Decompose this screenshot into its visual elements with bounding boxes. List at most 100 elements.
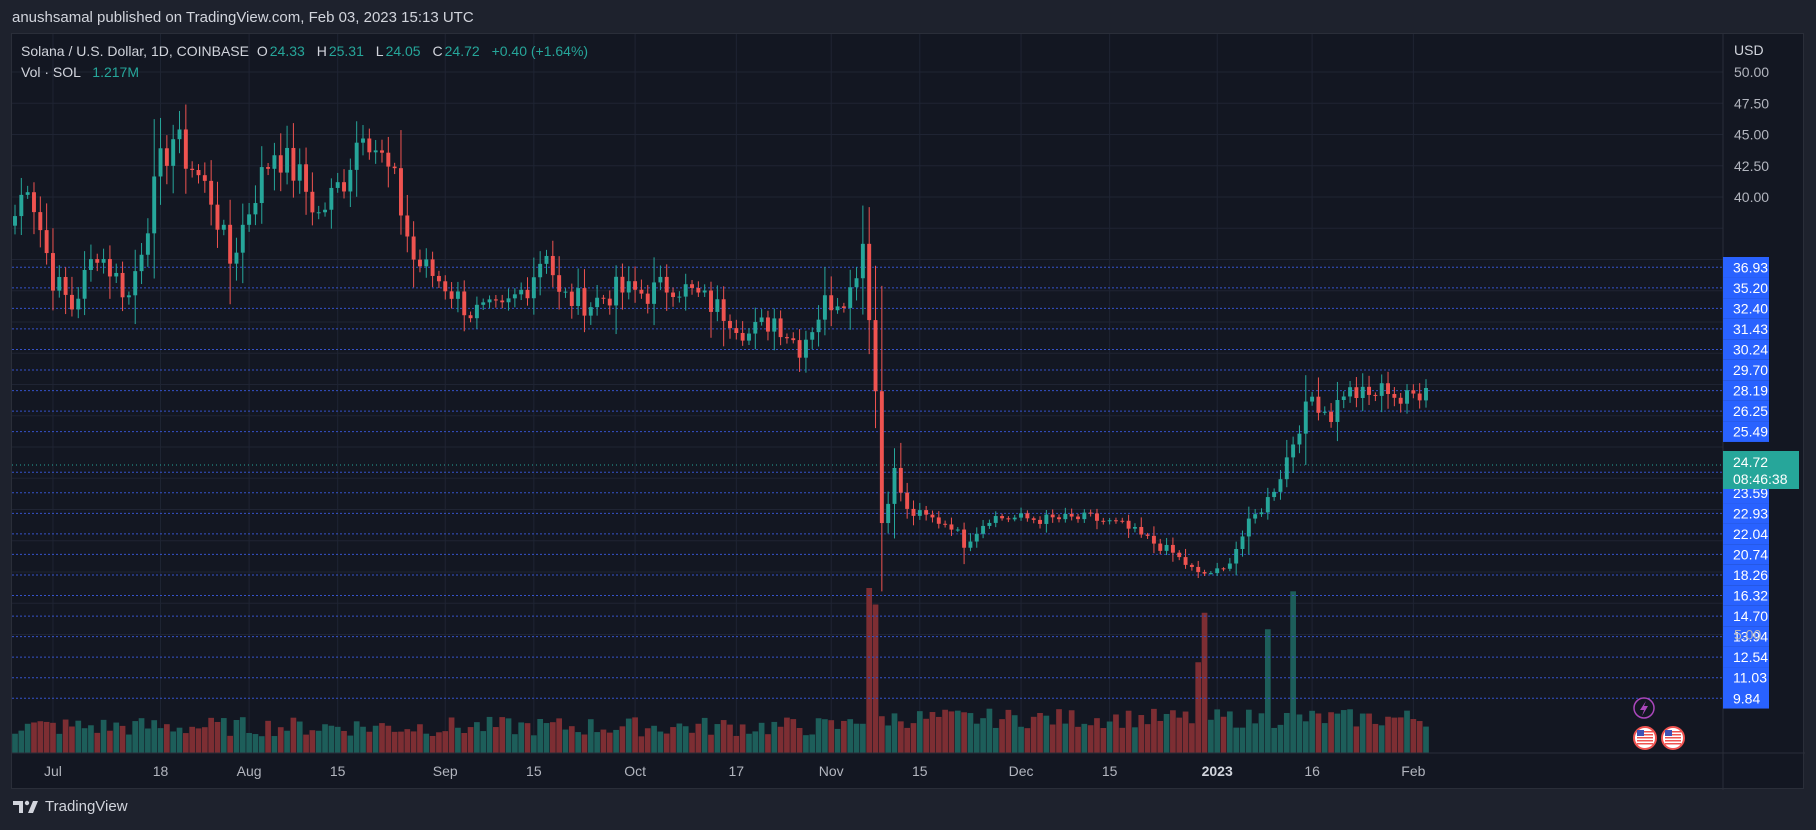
volume-bar: [176, 727, 183, 753]
lightning-icon[interactable]: [1633, 697, 1655, 719]
volume-bar: [208, 717, 214, 753]
volume-bar: [113, 722, 120, 753]
candle: [772, 308, 777, 351]
us-flag-icon[interactable]: [1661, 726, 1685, 750]
countdown-label: 08:46:38: [1733, 471, 1788, 487]
candle: [1189, 563, 1194, 571]
candle: [1019, 507, 1024, 521]
volume-bar: [879, 716, 885, 753]
time-tick-label: 2023: [1202, 763, 1233, 779]
candle: [645, 284, 650, 314]
candle-body: [588, 307, 593, 316]
candle-body: [335, 182, 340, 188]
candle-body: [304, 164, 309, 192]
time-tick-label: 15: [1102, 763, 1118, 779]
candle: [462, 280, 467, 332]
candle: [1272, 488, 1277, 501]
price-level-badge: [1723, 298, 1769, 319]
time-tick-label: 15: [526, 763, 542, 779]
price-level-label: 18.26: [1733, 567, 1768, 583]
candle: [1259, 508, 1264, 517]
volume-bar: [581, 734, 588, 753]
time-tick-label: Nov: [819, 763, 844, 779]
candlestick-chart[interactable]: 36.93 35.20 32.40 31.43 30.24 29.70 28.19 26.25…: [12, 34, 1805, 790]
candle-body: [930, 514, 935, 518]
candle: [620, 263, 625, 310]
volume-bar: [189, 726, 196, 753]
volume-bar: [1233, 727, 1240, 753]
volume-bar: [1024, 728, 1031, 753]
event-icons[interactable]: [1633, 697, 1685, 750]
candle-body: [1379, 383, 1384, 396]
volume-bar: [1309, 710, 1315, 753]
time-axis[interactable]: Jul 18 Aug 15 Sep 15 Oct 17 Nov 15 Dec 15 2023 16 Feb: [44, 763, 1426, 779]
candle: [424, 248, 429, 278]
us-flag-icon[interactable]: [1633, 726, 1657, 750]
candle-body: [1151, 535, 1156, 544]
volume-bar: [619, 726, 626, 753]
candle-body: [563, 291, 568, 293]
volume-bar: [549, 722, 556, 753]
candle: [658, 265, 663, 291]
volume-bar: [505, 718, 512, 753]
candle: [443, 275, 448, 300]
candle-body: [443, 281, 448, 292]
candle: [1424, 379, 1428, 408]
candle: [1057, 514, 1061, 523]
price-tick-label: 47.50: [1734, 95, 1769, 111]
candle: [595, 284, 600, 316]
grid: [12, 34, 1723, 753]
candle: [455, 281, 460, 313]
candle-body: [525, 289, 530, 299]
candle-body: [44, 230, 49, 254]
volume-bar: [429, 735, 436, 753]
legend-symbol: Solana / U.S. Dollar, 1D, COINBASE: [21, 43, 249, 59]
candle: [13, 204, 17, 235]
candle: [1069, 508, 1074, 521]
candle-body: [285, 147, 290, 173]
candle-body: [209, 180, 214, 205]
candle: [987, 519, 992, 529]
candle-body: [196, 169, 201, 176]
candle: [1120, 517, 1125, 524]
footer-brand[interactable]: TradingView: [13, 798, 128, 815]
candle-body: [835, 306, 840, 311]
candle: [898, 442, 903, 502]
candle-body: [1044, 514, 1049, 524]
candle: [860, 205, 865, 315]
price-axis[interactable]: 36.93 35.20 32.40 31.43 30.24 29.70 28.19 26.25…: [1723, 42, 1799, 709]
volume-bar: [18, 730, 25, 753]
volume-bar: [1321, 723, 1328, 753]
candle-body: [1240, 536, 1245, 549]
volume-bar: [195, 728, 202, 753]
candle-body: [1246, 518, 1251, 537]
volume-bar: [410, 731, 417, 753]
candle: [696, 281, 701, 297]
volume-bar: [923, 718, 929, 753]
candle-body: [1424, 388, 1428, 401]
volume-bar: [537, 719, 544, 753]
candle-body: [721, 299, 726, 321]
price-level-label: 28.19: [1733, 383, 1768, 399]
price-level-badge: [1723, 277, 1769, 299]
volume-bar: [31, 722, 37, 753]
candle: [943, 520, 948, 528]
candle-body: [25, 192, 30, 195]
candle-body: [171, 139, 176, 166]
chart-frame[interactable]: 36.93 35.20 32.40 31.43 30.24 29.70 28.19 26.25…: [11, 33, 1805, 790]
candle: [19, 177, 24, 236]
volume-bar: [1068, 710, 1075, 753]
candle-body: [1322, 411, 1327, 413]
candle: [152, 119, 157, 279]
candle-body: [645, 293, 650, 304]
candle-body: [512, 294, 517, 299]
candle-body: [101, 259, 106, 263]
candle: [1158, 538, 1163, 555]
candle: [690, 279, 694, 295]
volume-bar: [164, 724, 170, 753]
candle-body: [1019, 513, 1024, 518]
candle: [1095, 508, 1099, 530]
candle-body: [1126, 520, 1131, 529]
volume-bar: [341, 730, 347, 753]
candle: [886, 491, 891, 534]
